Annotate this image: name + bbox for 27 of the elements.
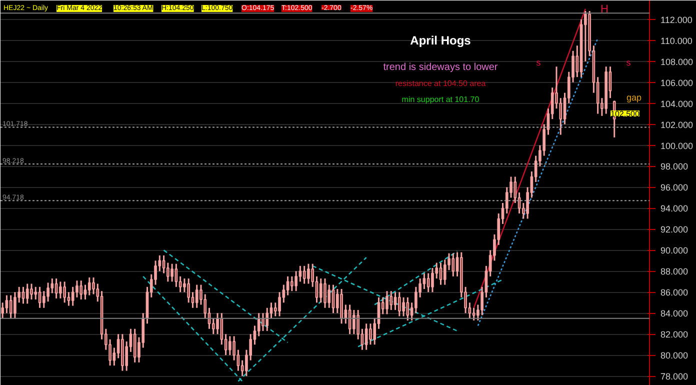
y-tick-label: 94.000: [660, 204, 688, 214]
annotation: H: [600, 4, 609, 16]
y-tick-label: 100.000: [660, 140, 694, 151]
annotation: s: [536, 58, 542, 68]
annotation: 102.500: [610, 110, 640, 118]
y-tick-label: 82.000: [660, 330, 688, 340]
y-tick-label: 90.000: [660, 246, 688, 256]
y-tick-label: 96.000: [660, 182, 688, 193]
annotation: min support at 101.70: [402, 95, 480, 104]
annotation: resistance at 104.50 area: [395, 79, 486, 88]
annotation: gap: [626, 92, 642, 102]
annotation: trend is sideways to lower: [383, 62, 498, 73]
y-tick-label: 98.000: [660, 162, 688, 172]
annotation: s: [626, 58, 632, 68]
y-tick-label: 78.000: [660, 372, 688, 382]
y-tick-label: 92.000: [660, 224, 688, 235]
y-tick-label: 106.000: [660, 78, 694, 88]
y-tick-label: 80.000: [660, 350, 688, 361]
y-tick-label: 108.000: [660, 56, 694, 67]
text: April Hogs: [410, 34, 472, 48]
y-tick-label: 86.000: [660, 288, 688, 298]
y-tick-label: 88.000: [660, 266, 688, 277]
y-tick-label: 112.000: [660, 14, 692, 25]
y-tick-label: 84.000: [660, 308, 688, 319]
y-tick-label: 102.000: [660, 120, 694, 130]
y-tick-label: 104.000: [660, 98, 694, 109]
y-tick-label: 110.000: [660, 36, 692, 46]
